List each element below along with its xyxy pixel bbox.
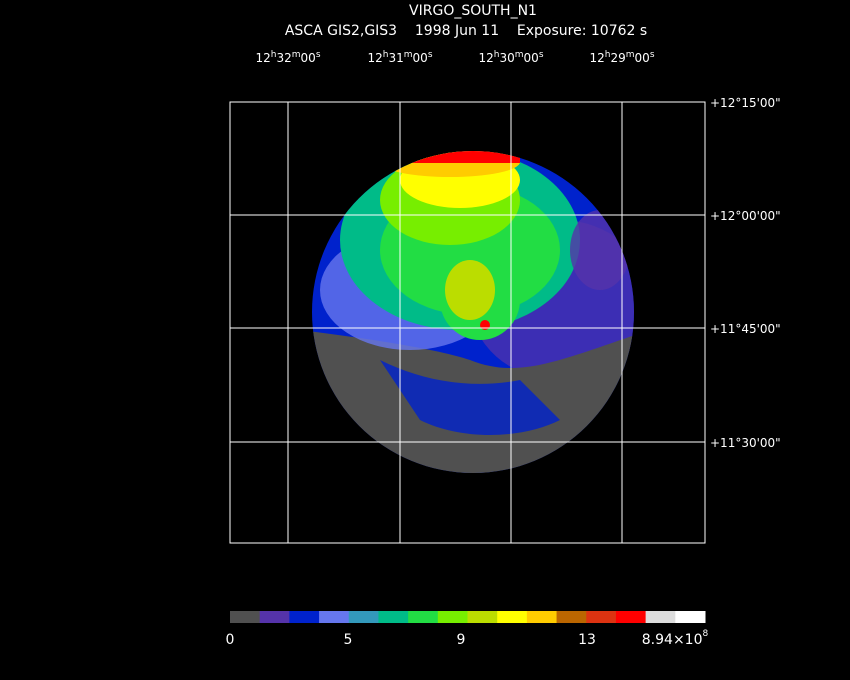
ra-unit: s (316, 50, 321, 60)
colorbar-cell (556, 611, 587, 623)
ra-value: 32 (276, 51, 291, 65)
ra-unit: s (428, 50, 433, 60)
colorbar-label: 5 (344, 632, 353, 648)
colorbar-cell (289, 611, 320, 623)
ra-value: 30 (499, 51, 514, 65)
ra-value: 12 (589, 51, 604, 65)
colorbar-value: 9 (457, 632, 466, 648)
colorbar-cell (497, 611, 528, 623)
dec-label: +11°45'00" (710, 322, 781, 336)
colorbar-value: 5 (344, 632, 353, 648)
xray-image (312, 151, 634, 473)
colorbar-cell (645, 611, 676, 623)
colorbar-value: 0 (226, 632, 235, 648)
dec-label: +11°30'00" (710, 436, 781, 450)
ra-unit: h (383, 50, 389, 60)
ra-value: 00 (301, 51, 316, 65)
labels: 12h32m00s 12h31m00s 12h30m00s 12h29m00s+12°… (226, 50, 781, 648)
colorbar-cell (437, 611, 468, 623)
colorbar-label: 0 (226, 632, 235, 648)
ra-value: 12 (255, 51, 270, 65)
dec-label: +12°00'00" (710, 209, 781, 223)
ra-value: 00 (413, 51, 428, 65)
colorbar-value: 8.94×10 (642, 632, 703, 648)
colorbar-cell (675, 611, 706, 623)
title: VIRGO_SOUTH_N1 (409, 3, 537, 19)
colorbar-cell (259, 611, 290, 623)
colorbar-cell (348, 611, 379, 623)
colorbar-label: 8.94×108 (642, 629, 709, 648)
colorbar-cell (526, 611, 558, 623)
colorbar-cell (467, 611, 498, 623)
ra-value: 00 (635, 51, 650, 65)
colorbar-cell (615, 611, 647, 623)
coordinate-grid (229, 101, 706, 544)
colorbar-cell (378, 611, 409, 623)
ra-value: 31 (388, 51, 403, 65)
colorbar-label: 9 (457, 632, 466, 648)
ra-unit: m (515, 50, 524, 60)
colorbar-cell (586, 611, 617, 623)
colorbar-value: 13 (578, 632, 596, 648)
ra-label: 12h32m00s (255, 50, 320, 65)
ra-unit: h (494, 50, 500, 60)
colorbar-cell (408, 611, 439, 623)
colorbar-exponent: 8 (702, 629, 708, 639)
ra-unit: m (292, 50, 301, 60)
ra-unit: m (626, 50, 635, 60)
ra-value: 12 (367, 51, 382, 65)
ra-unit: m (404, 50, 413, 60)
colorbar-label: 13 (578, 632, 596, 648)
ra-unit: h (271, 50, 277, 60)
ra-value: 12 (478, 51, 493, 65)
ra-label: 12h31m00s (367, 50, 432, 65)
colorbar-cell (230, 611, 261, 623)
subtitle: ASCA GIS2,GIS3 1998 Jun 11 Exposure: 107… (285, 23, 647, 39)
ra-unit: s (539, 50, 544, 60)
colorbar-cell (319, 611, 350, 623)
dec-label: +12°15'00" (710, 96, 781, 110)
ra-unit: s (650, 50, 655, 60)
ra-label: 12h30m00s (478, 50, 543, 65)
ra-value: 29 (610, 51, 625, 65)
ra-unit: h (605, 50, 611, 60)
ra-value: 00 (524, 51, 539, 65)
ra-label: 12h29m00s (589, 50, 654, 65)
